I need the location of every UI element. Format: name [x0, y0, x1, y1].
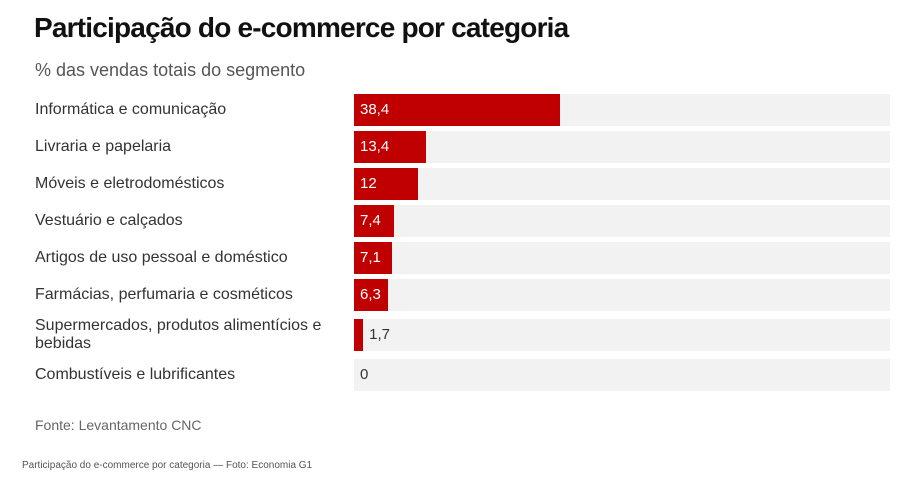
bar-track [354, 359, 890, 391]
bar-track [354, 205, 890, 237]
category-label: Vestuário e calçados [35, 212, 183, 229]
category-label: Artigos de uso pessoal e doméstico [35, 249, 288, 266]
category-label: Livraria e papelaria [35, 138, 172, 155]
chart-subtitle: % das vendas totais do segmento [35, 60, 306, 80]
value-label: 7,4 [360, 212, 381, 229]
value-label: 0 [360, 366, 369, 383]
bar [354, 279, 388, 311]
bar-track [354, 131, 890, 163]
bar [354, 319, 364, 351]
category-label: Supermercados, produtos alimentícios e b… [35, 317, 322, 352]
bar-track [354, 168, 890, 200]
value-label: 38,4 [360, 101, 390, 118]
category-label: Combustíveis e lubrificantes [35, 366, 236, 383]
source-note: Fonte: Levantamento CNC [35, 417, 202, 433]
bar [354, 205, 394, 237]
value-label: 12 [360, 175, 377, 192]
bar-track [354, 279, 890, 311]
bar [354, 242, 393, 274]
bar [354, 94, 560, 126]
category-label: Informática e comunicação [35, 101, 227, 118]
category-label: Farmácias, perfumaria e cosméticos [35, 286, 293, 303]
bar-track [354, 242, 890, 274]
value-label: 6,3 [360, 286, 381, 303]
bar-track [354, 319, 890, 351]
value-label: 7,1 [360, 249, 381, 266]
category-label: Móveis e eletrodomésticos [35, 175, 225, 192]
chart-title: Participação do e-commerce por categoria [34, 12, 569, 43]
bar [354, 168, 419, 200]
bar [354, 131, 426, 163]
image-caption: Participação do e-commerce por categoria… [22, 460, 313, 471]
value-label: 1,7 [369, 326, 390, 343]
value-label: 13,4 [360, 138, 390, 155]
